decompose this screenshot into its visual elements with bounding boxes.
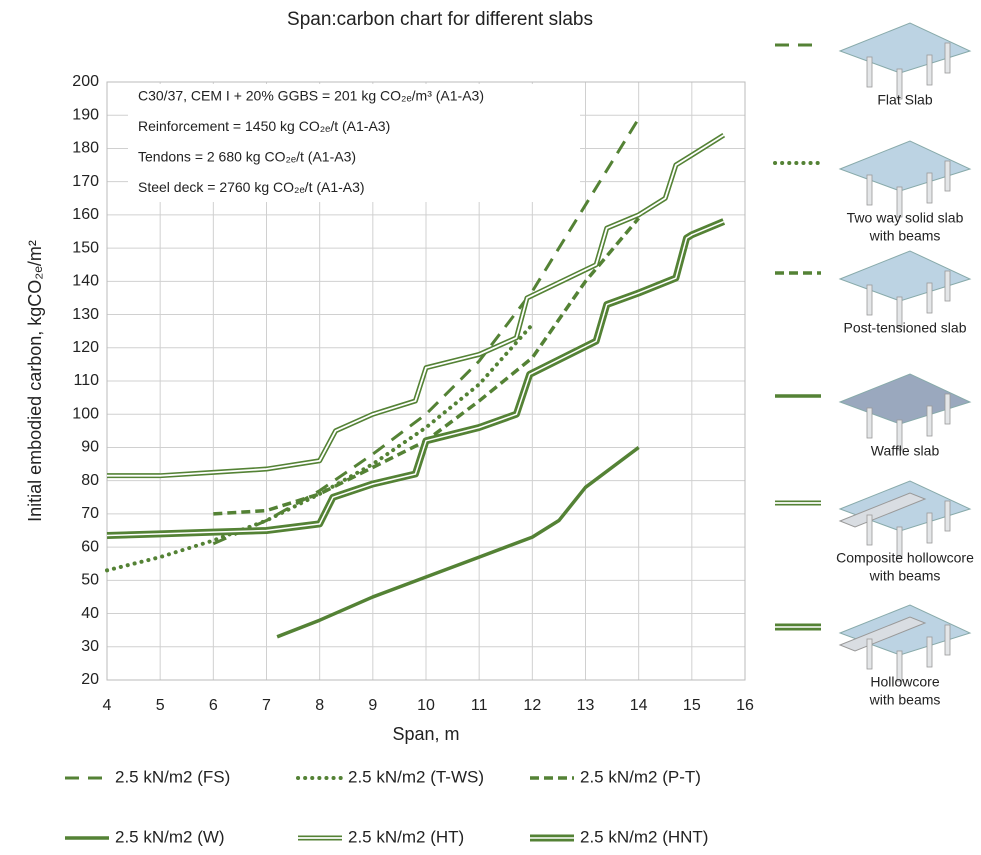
y-tick-label: 150 [72, 239, 99, 256]
x-tick-label: 15 [683, 697, 701, 714]
legend-label: 2.5 kN/m2 (HNT) [580, 827, 708, 846]
slab-label: Flat Slab [877, 92, 932, 108]
column-icon [926, 405, 933, 437]
column-icon [926, 282, 933, 314]
annotation: Steel deck = 2760 kg CO₂ₑ/t (A1-A3) [138, 179, 365, 195]
column-icon [866, 284, 873, 316]
column-icon [896, 186, 903, 218]
column-icon [944, 393, 951, 425]
x-tick-label: 7 [262, 697, 271, 714]
legend-label: 2.5 kN/m2 (HT) [348, 827, 464, 846]
x-tick-label: 16 [736, 697, 754, 714]
y-tick-label: 70 [81, 505, 99, 522]
y-tick-label: 130 [72, 306, 99, 323]
slab-label: with beams [869, 692, 941, 708]
y-tick-label: 80 [81, 472, 99, 489]
legend-label: 2.5 kN/m2 (T-WS) [348, 767, 484, 786]
y-axis-label: Initial embodied carbon, kgCO₂ₑ/m² [25, 240, 45, 522]
x-tick-label: 10 [417, 697, 435, 714]
series-line [276, 446, 640, 639]
slab-label: Hollowcore [870, 674, 939, 690]
slab-label: Two way solid slab [847, 210, 964, 226]
y-tick-label: 170 [72, 173, 99, 190]
x-tick-label: 8 [315, 697, 324, 714]
series-line [106, 218, 726, 539]
annotation: Reinforcement = 1450 kg CO₂ₑ/t (A1-A3) [138, 118, 390, 134]
slab-label: Composite hollowcore [836, 550, 974, 566]
x-tick-label: 12 [523, 697, 541, 714]
column-icon [866, 407, 873, 439]
slab-icon [838, 250, 972, 302]
column-icon [896, 650, 903, 682]
x-tick-label: 11 [471, 697, 488, 714]
column-icon [944, 42, 951, 74]
annotation: C30/37, CEM I + 20% GGBS = 201 kg CO₂ₑ/m… [138, 88, 484, 104]
y-tick-label: 60 [81, 538, 99, 555]
legend-label: 2.5 kN/m2 (P-T) [580, 767, 701, 786]
column-icon [944, 624, 951, 656]
column-icon [866, 638, 873, 670]
column-icon [926, 172, 933, 204]
y-tick-label: 190 [72, 106, 99, 123]
slab-label: with beams [869, 228, 941, 244]
annotation: Tendons = 2 680 kg CO₂ₑ/t (A1-A3) [138, 149, 356, 165]
column-icon [896, 526, 903, 558]
column-icon [866, 514, 873, 546]
plot-frame [106, 81, 746, 681]
slab-label: Post-tensioned slab [844, 320, 967, 336]
y-tick-label: 100 [72, 405, 99, 422]
series-line [105, 322, 535, 573]
column-icon [896, 419, 903, 451]
x-tick-label: 6 [209, 697, 218, 714]
y-tick-label: 140 [72, 273, 99, 290]
column-icon [944, 500, 951, 532]
y-tick-label: 20 [81, 671, 99, 688]
column-icon [944, 270, 951, 302]
y-tick-label: 40 [81, 605, 99, 622]
slab-label: Waffle slab [871, 443, 940, 459]
x-axis-label: Span, m [392, 724, 459, 744]
x-tick-label: 4 [103, 697, 112, 714]
y-tick-label: 180 [72, 140, 99, 157]
slab-icon [838, 373, 972, 425]
series-line-inner [106, 220, 725, 537]
column-icon [926, 54, 933, 86]
annotation-box [128, 84, 580, 202]
beam-icon [838, 492, 927, 528]
series-line [212, 117, 640, 546]
x-tick-label: 5 [156, 697, 165, 714]
column-icon [896, 296, 903, 328]
chart-title: Span:carbon chart for different slabs [287, 9, 593, 30]
slab-icon [838, 140, 972, 192]
column-icon [944, 160, 951, 192]
beam-icon [838, 616, 927, 652]
y-tick-label: 50 [81, 572, 99, 589]
x-tick-label: 14 [630, 697, 648, 714]
legend-label: 2.5 kN/m2 (FS) [115, 767, 230, 786]
x-tick-label: 13 [577, 697, 595, 714]
slab-icons [838, 22, 972, 682]
column-icon [896, 68, 903, 100]
slab-icon [838, 22, 972, 74]
column-icon [866, 174, 873, 206]
slab-label: with beams [869, 568, 941, 584]
y-tick-label: 30 [81, 638, 99, 655]
column-icon [926, 512, 933, 544]
y-tick-label: 200 [72, 73, 99, 90]
y-tick-label: 110 [73, 372, 99, 389]
legend-label: 2.5 kN/m2 (W) [115, 827, 225, 846]
y-tick-label: 90 [81, 439, 99, 456]
x-tick-label: 9 [368, 697, 377, 714]
y-tick-label: 160 [72, 206, 99, 223]
column-icon [926, 636, 933, 668]
column-icon [866, 56, 873, 88]
y-tick-label: 120 [72, 339, 99, 356]
series-line-inner [107, 134, 725, 477]
